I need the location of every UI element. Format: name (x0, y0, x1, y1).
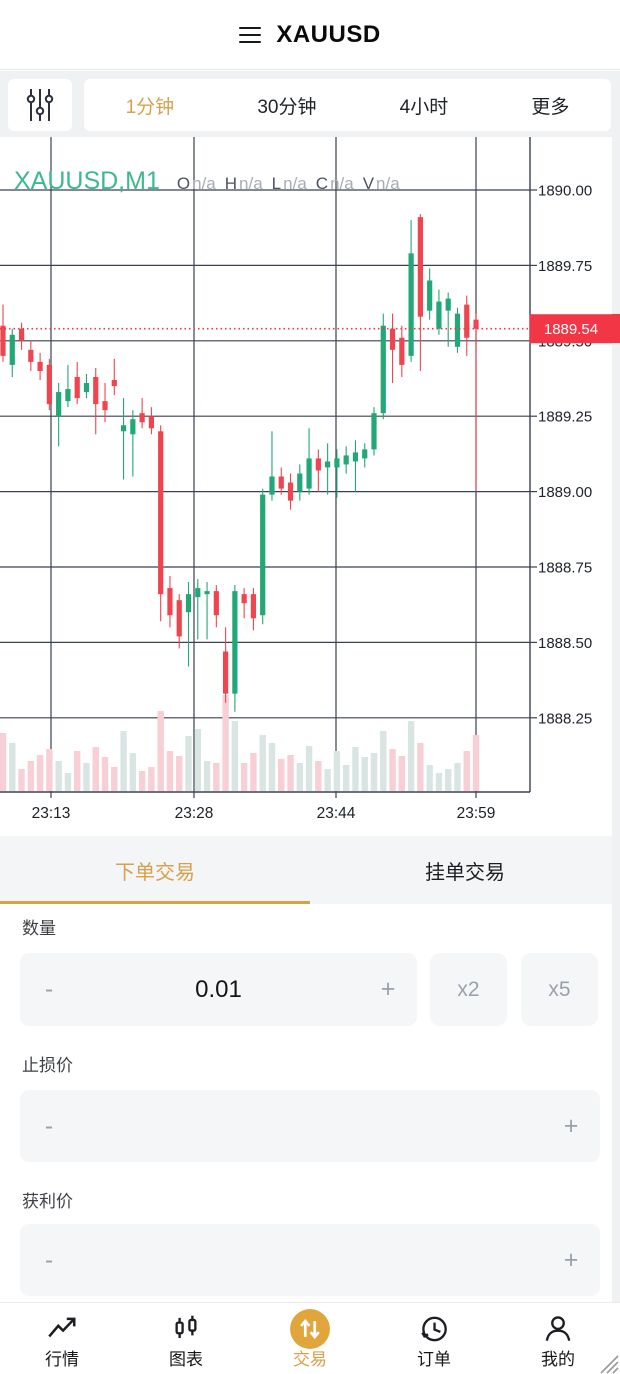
timeframe-button-2[interactable]: 4小时 (399, 96, 449, 118)
resize-handle-icon[interactable] (599, 1354, 619, 1374)
svg-text:1889.54: 1889.54 (544, 321, 598, 338)
timeframe-button-0[interactable]: 1分钟 (125, 96, 175, 118)
current-price-tag: 1889.54 (529, 314, 620, 344)
svg-text:1889.75: 1889.75 (538, 258, 592, 275)
bottom-nav: 行情 图表 交易 订单 我的 (0, 1302, 620, 1374)
scrollbar-price-marker (612, 314, 620, 343)
indicator-settings-button[interactable] (8, 79, 72, 131)
chart-canvas[interactable]: 1890.001889.751889.501889.251889.001888.… (0, 137, 620, 829)
legend-symbol: XAUUSD,M1 (14, 167, 160, 195)
tab-market-order[interactable]: 下单交易 (0, 836, 310, 904)
multiply-2-button[interactable]: x2 (430, 953, 507, 1026)
take-profit-minus-button[interactable]: - (44, 1245, 54, 1274)
transfer-icon (289, 1308, 331, 1350)
nav-label: 交易 (293, 1350, 327, 1369)
stop-loss-label: 止损价 (22, 1056, 73, 1075)
sliders-icon (26, 89, 54, 121)
svg-text:1888.50: 1888.50 (538, 635, 592, 652)
candles-icon (169, 1308, 203, 1350)
nav-item-2[interactable]: 交易 (248, 1303, 372, 1374)
nav-item-0[interactable]: 行情 (0, 1303, 124, 1374)
history-icon (417, 1308, 451, 1350)
quantity-minus-button[interactable]: - (44, 975, 54, 1003)
nav-label: 我的 (541, 1350, 575, 1369)
nav-label: 行情 (45, 1350, 79, 1369)
nav-label: 订单 (417, 1350, 451, 1369)
nav-item-1[interactable]: 图表 (124, 1303, 248, 1374)
time-axis-labels: 23:13 23:28 23:44 23:59 (32, 805, 496, 822)
grid-layer (0, 137, 537, 798)
multiply-5-button[interactable]: x5 (521, 953, 598, 1026)
quantity-plus-button[interactable]: + (380, 975, 396, 1003)
page-title: XAUUSD (276, 20, 381, 48)
quantity-label: 数量 (22, 919, 56, 938)
hamburger-menu-icon[interactable] (239, 26, 262, 43)
timeframe-button-3[interactable]: 更多 (531, 96, 570, 118)
stop-loss-minus-button[interactable]: - (44, 1111, 54, 1140)
tab-pending-order[interactable]: 挂单交易 (425, 861, 505, 884)
svg-text:1889.25: 1889.25 (538, 409, 592, 426)
svg-text:1890.00: 1890.00 (538, 183, 592, 200)
svg-text:1889.00: 1889.00 (538, 484, 592, 501)
nav-item-3[interactable]: 订单 (372, 1303, 496, 1374)
candlestick-chart[interactable]: 1890.001889.751889.501889.251889.001888.… (0, 137, 620, 829)
volume-layer (0, 695, 480, 791)
candles-layer (0, 214, 479, 712)
take-profit-stepper: - + (20, 1224, 600, 1296)
timeframe-group: 1分钟 30分钟 4小时 更多 (84, 79, 611, 131)
svg-text:1888.25: 1888.25 (538, 710, 592, 727)
stop-loss-plus-button[interactable]: + (563, 1111, 579, 1140)
stop-loss-stepper: - + (20, 1090, 600, 1162)
nav-item-4[interactable]: 我的 (496, 1303, 620, 1374)
price-axis-labels: 1890.001889.751889.501889.251889.001888.… (538, 183, 592, 728)
quantity-stepper: - 0.01 + (20, 953, 417, 1026)
svg-text:23:59: 23:59 (457, 805, 496, 822)
svg-text:23:28: 23:28 (175, 805, 214, 822)
page-scrollbar[interactable] (612, 137, 620, 1302)
take-profit-label: 获利价 (22, 1192, 73, 1211)
chart-toolbar: 1分钟 30分钟 4小时 更多 (0, 71, 620, 137)
timeframe-button-1[interactable]: 30分钟 (257, 96, 317, 118)
user-icon (541, 1308, 575, 1350)
quantity-value[interactable]: 0.01 (195, 975, 242, 1003)
nav-label: 图表 (169, 1350, 203, 1369)
trend-up-icon (45, 1308, 79, 1350)
svg-text:23:13: 23:13 (32, 805, 71, 822)
svg-text:1888.75: 1888.75 (538, 560, 592, 577)
take-profit-plus-button[interactable]: + (563, 1245, 579, 1274)
header: XAUUSD (0, 0, 620, 70)
svg-text:23:44: 23:44 (317, 805, 356, 822)
order-tabs: 下单交易 挂单交易 (0, 836, 620, 904)
